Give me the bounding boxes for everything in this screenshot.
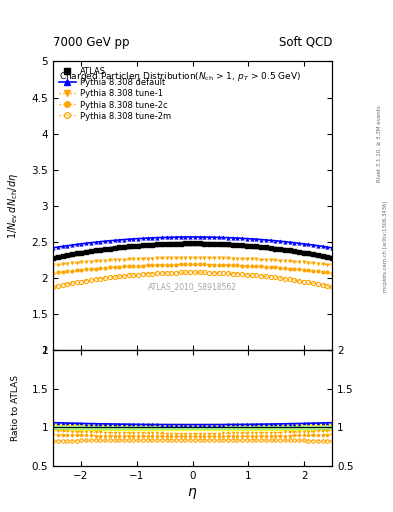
Pythia 8.308 default — [51, 245, 55, 251]
Pythia 8.308 tune-2m — [98, 275, 103, 282]
Pythia 8.308 tune-2m — [145, 271, 150, 277]
Text: 7000 GeV pp: 7000 GeV pp — [53, 36, 130, 49]
Pythia 8.308 tune-2m — [188, 269, 193, 275]
Pythia 8.308 default — [145, 235, 150, 241]
Pythia 8.308 default — [188, 234, 193, 240]
Pythia 8.308 default — [98, 239, 103, 245]
Pythia 8.308 tune-2c — [188, 261, 193, 267]
Pythia 8.308 tune-1 — [51, 262, 55, 268]
Text: mcplots.cern.ch [arXiv:1306.3436]: mcplots.cern.ch [arXiv:1306.3436] — [383, 200, 387, 291]
Pythia 8.308 default — [141, 235, 145, 241]
Pythia 8.308 tune-2m — [131, 272, 136, 278]
Pythia 8.308 tune-2m — [230, 270, 235, 276]
Line: Pythia 8.308 tune-2c: Pythia 8.308 tune-2c — [51, 262, 334, 275]
Text: Rivet 3.1.10, ≥ 3.3M events: Rivet 3.1.10, ≥ 3.3M events — [377, 105, 382, 182]
Pythia 8.308 tune-1 — [131, 256, 136, 262]
Text: ATLAS_2010_S8918562: ATLAS_2010_S8918562 — [148, 282, 237, 291]
Y-axis label: $1/N_{\rm ev}\,dN_{\rm ch}/d\eta$: $1/N_{\rm ev}\,dN_{\rm ch}/d\eta$ — [6, 173, 20, 239]
Pythia 8.308 tune-1 — [141, 256, 145, 262]
Pythia 8.308 tune-1 — [330, 262, 334, 268]
Line: Pythia 8.308 tune-2m: Pythia 8.308 tune-2m — [51, 270, 334, 289]
Pythia 8.308 tune-2c — [131, 263, 136, 269]
Pythia 8.308 default — [122, 237, 127, 243]
Line: Pythia 8.308 tune-1: Pythia 8.308 tune-1 — [51, 256, 334, 267]
Pythia 8.308 default — [330, 245, 334, 251]
Text: Soft QCD: Soft QCD — [279, 36, 332, 49]
Pythia 8.308 tune-2c — [330, 270, 334, 276]
Pythia 8.308 tune-1 — [145, 255, 150, 262]
Pythia 8.308 tune-2c — [51, 270, 55, 276]
Line: Pythia 8.308 default: Pythia 8.308 default — [51, 235, 334, 250]
Pythia 8.308 tune-2c — [145, 262, 150, 268]
Pythia 8.308 tune-1 — [98, 258, 103, 264]
Pythia 8.308 tune-2m — [330, 284, 334, 290]
Pythia 8.308 tune-1 — [188, 255, 193, 261]
Pythia 8.308 default — [230, 235, 235, 241]
Pythia 8.308 tune-2c — [230, 262, 235, 268]
Legend: ATLAS, Pythia 8.308 default, Pythia 8.308 tune-1, Pythia 8.308 tune-2c, Pythia 8: ATLAS, Pythia 8.308 default, Pythia 8.30… — [55, 64, 174, 124]
Pythia 8.308 tune-2m — [122, 273, 127, 279]
Pythia 8.308 tune-2m — [141, 271, 145, 278]
Pythia 8.308 default — [131, 236, 136, 242]
Pythia 8.308 tune-1 — [122, 257, 127, 263]
X-axis label: $\eta$: $\eta$ — [187, 486, 198, 501]
Pythia 8.308 tune-1 — [230, 255, 235, 262]
Y-axis label: Ratio to ATLAS: Ratio to ATLAS — [11, 375, 20, 441]
Pythia 8.308 tune-2c — [122, 264, 127, 270]
Pythia 8.308 tune-2m — [51, 284, 55, 290]
Pythia 8.308 tune-2c — [98, 265, 103, 271]
Pythia 8.308 tune-2c — [141, 263, 145, 269]
Text: Charged Particle$\eta$ Distribution($N_{\rm ch}$ > 1, $p_T$ > 0.5 GeV): Charged Particle$\eta$ Distribution($N_{… — [59, 70, 301, 83]
